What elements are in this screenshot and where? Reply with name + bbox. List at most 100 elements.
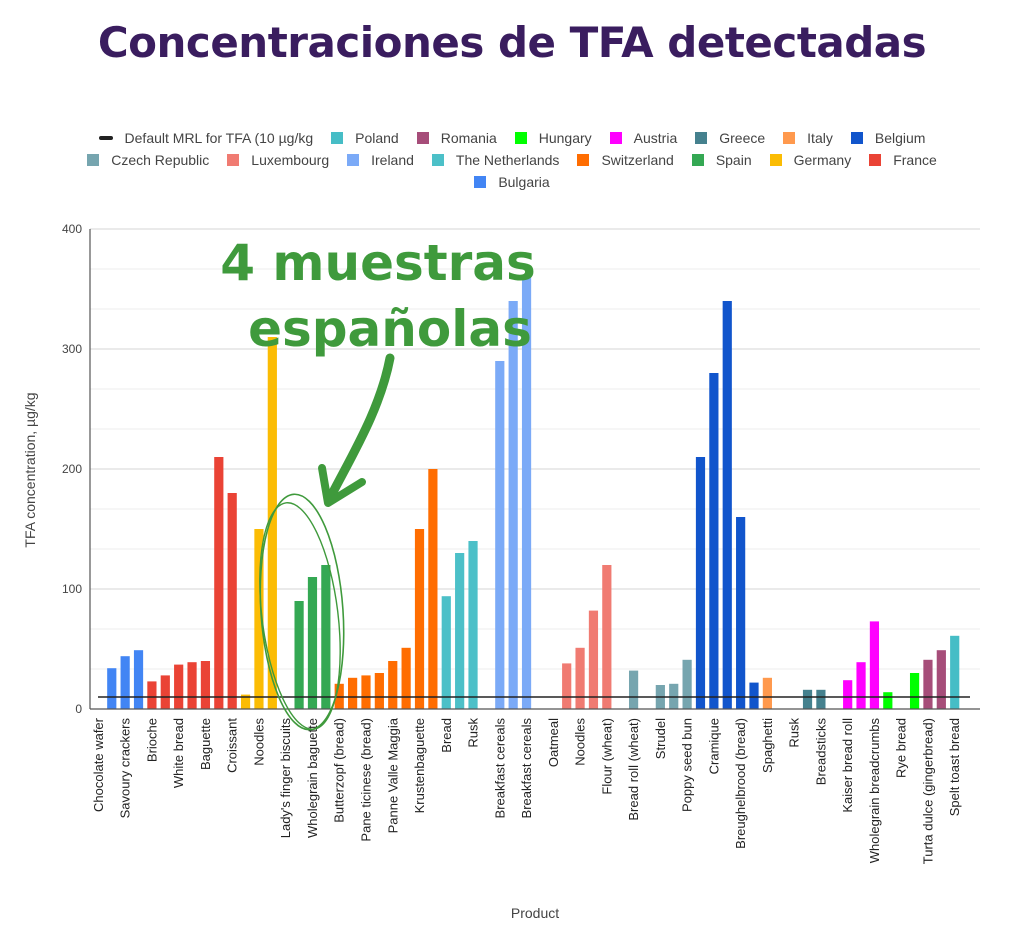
legend-row: Bulgaria xyxy=(0,174,1024,190)
annotation-arrow-icon xyxy=(325,353,395,503)
legend-swatch xyxy=(783,132,796,144)
legend-swatch xyxy=(431,154,444,166)
bar-hungary xyxy=(883,692,893,709)
x-tick-label: Pane ticinese (bread) xyxy=(358,718,373,842)
legend-swatch xyxy=(331,132,344,144)
bar-czech-republic xyxy=(628,670,639,709)
x-tick-label: Flour (wheat) xyxy=(599,718,614,795)
x-tick-label: Spaghetti xyxy=(760,718,775,773)
legend-label: Luxembourg xyxy=(251,152,330,168)
bar-the-netherlands xyxy=(441,596,451,709)
bar-greece xyxy=(816,689,826,709)
legend-row: Czech Republic Luxembourg Ireland The Nethe… xyxy=(0,152,1024,168)
legend-item: Ireland xyxy=(347,152,414,168)
bar-switzerland xyxy=(414,529,425,709)
bar-ireland xyxy=(521,277,532,709)
annotation-arrowhead-icon xyxy=(318,464,366,507)
bar-czech-republic xyxy=(682,659,692,709)
bar-spain xyxy=(294,601,304,709)
bar-switzerland xyxy=(401,647,411,709)
legend-label: Italy xyxy=(807,130,833,146)
legend-swatch xyxy=(769,154,782,166)
legend-item: Belgium xyxy=(850,130,925,146)
legend-swatch xyxy=(577,154,590,166)
annotation-text-line1: 4 muestras xyxy=(220,234,536,292)
x-axis-title: Product xyxy=(511,905,559,921)
legend-row: Default MRL for TFA (10 µg/kg Poland Roman… xyxy=(0,130,1024,146)
bar-belgium xyxy=(749,682,759,709)
bar-bulgaria xyxy=(120,656,130,709)
legend-item: Romania xyxy=(416,130,497,146)
legend-swatch xyxy=(691,154,704,166)
annotation-circle xyxy=(259,502,341,730)
legend-swatch xyxy=(347,154,360,166)
bar-switzerland xyxy=(348,677,358,709)
bar-the-netherlands xyxy=(468,541,478,709)
legend-label: France xyxy=(893,152,937,168)
bar-belgium xyxy=(722,301,732,709)
legend-label: Bulgaria xyxy=(498,174,550,190)
x-tick-label: Brioche xyxy=(144,718,159,762)
legend-label: Default MRL for TFA (10 µg/kg xyxy=(124,130,314,146)
bar-italy xyxy=(762,677,772,709)
bar-switzerland xyxy=(374,673,384,709)
bar-france xyxy=(187,662,197,709)
bar-france xyxy=(200,661,211,709)
bar-austria xyxy=(843,680,853,709)
y-axis-title: TFA concentration, µg/kg xyxy=(22,392,38,547)
bar-germany xyxy=(254,529,264,709)
legend-swatch xyxy=(869,154,882,166)
bar-germany xyxy=(240,694,251,709)
bar-belgium xyxy=(736,517,746,709)
bar-bulgaria xyxy=(133,650,144,709)
x-tick-label: Breakfast cereals xyxy=(519,718,534,819)
x-tick-label: Bread xyxy=(439,718,454,753)
bar-luxembourg xyxy=(588,610,599,709)
bar-austria xyxy=(856,662,866,709)
x-tick-label: Spelt toast bread xyxy=(947,718,962,816)
legend-label: Poland xyxy=(355,130,399,146)
x-tick-label: Lady's finger biscuits xyxy=(278,718,293,839)
bar-romania xyxy=(923,659,933,709)
x-tick-label: Baguette xyxy=(198,718,213,770)
legend-item: Default MRL for TFA (10 µg/kg xyxy=(98,130,314,146)
bar-ireland xyxy=(495,361,505,709)
y-tick-label: 300 xyxy=(62,342,82,356)
bar-germany xyxy=(267,337,277,709)
page-title: Concentraciones de TFA detectadas xyxy=(97,18,927,67)
legend-label: Czech Republic xyxy=(111,152,210,168)
bar-switzerland xyxy=(388,661,398,709)
x-tick-label: Breughelbrood (bread) xyxy=(733,718,748,849)
legend-swatch xyxy=(695,132,708,144)
bar-luxembourg xyxy=(602,565,612,709)
bar-bulgaria xyxy=(107,668,117,709)
legend-label: Austria xyxy=(633,130,678,146)
x-tick-label: Kaiser bread roll xyxy=(840,718,855,813)
x-tick-label: Strudel xyxy=(653,718,668,759)
x-tick-label: Panne Valle Maggia xyxy=(385,717,400,833)
legend-label: Romania xyxy=(440,130,497,146)
legend-item: Spain xyxy=(691,152,752,168)
legend-swatch xyxy=(850,132,863,144)
bar-france xyxy=(160,675,170,709)
bar-ireland xyxy=(508,301,518,709)
legend-label: Greece xyxy=(719,130,766,146)
y-tick-label: 0 xyxy=(75,702,82,716)
legend-label: The Netherlands xyxy=(455,152,560,168)
x-tick-label: Wholegrain breadcrumbs xyxy=(867,718,882,864)
bar-france xyxy=(214,457,224,709)
bar-belgium xyxy=(695,457,706,709)
bar-spain xyxy=(307,577,318,709)
legend-label: Hungary xyxy=(538,130,592,146)
x-tick-label: Bread roll (wheat) xyxy=(626,718,641,821)
legend-item: Hungary xyxy=(514,130,592,146)
x-tick-label: Croissant xyxy=(225,718,240,773)
legend-swatch xyxy=(474,176,487,188)
x-tick-label: Turta dulce (gingerbread) xyxy=(920,718,935,864)
x-tick-label: Oatmeal xyxy=(546,718,561,767)
bar-poland xyxy=(950,635,960,709)
x-tick-label: Rusk xyxy=(787,718,802,748)
legend-item: Greece xyxy=(695,130,765,146)
x-tick-label: Breadsticks xyxy=(813,718,828,786)
x-tick-label: Savoury crackers xyxy=(118,718,133,819)
